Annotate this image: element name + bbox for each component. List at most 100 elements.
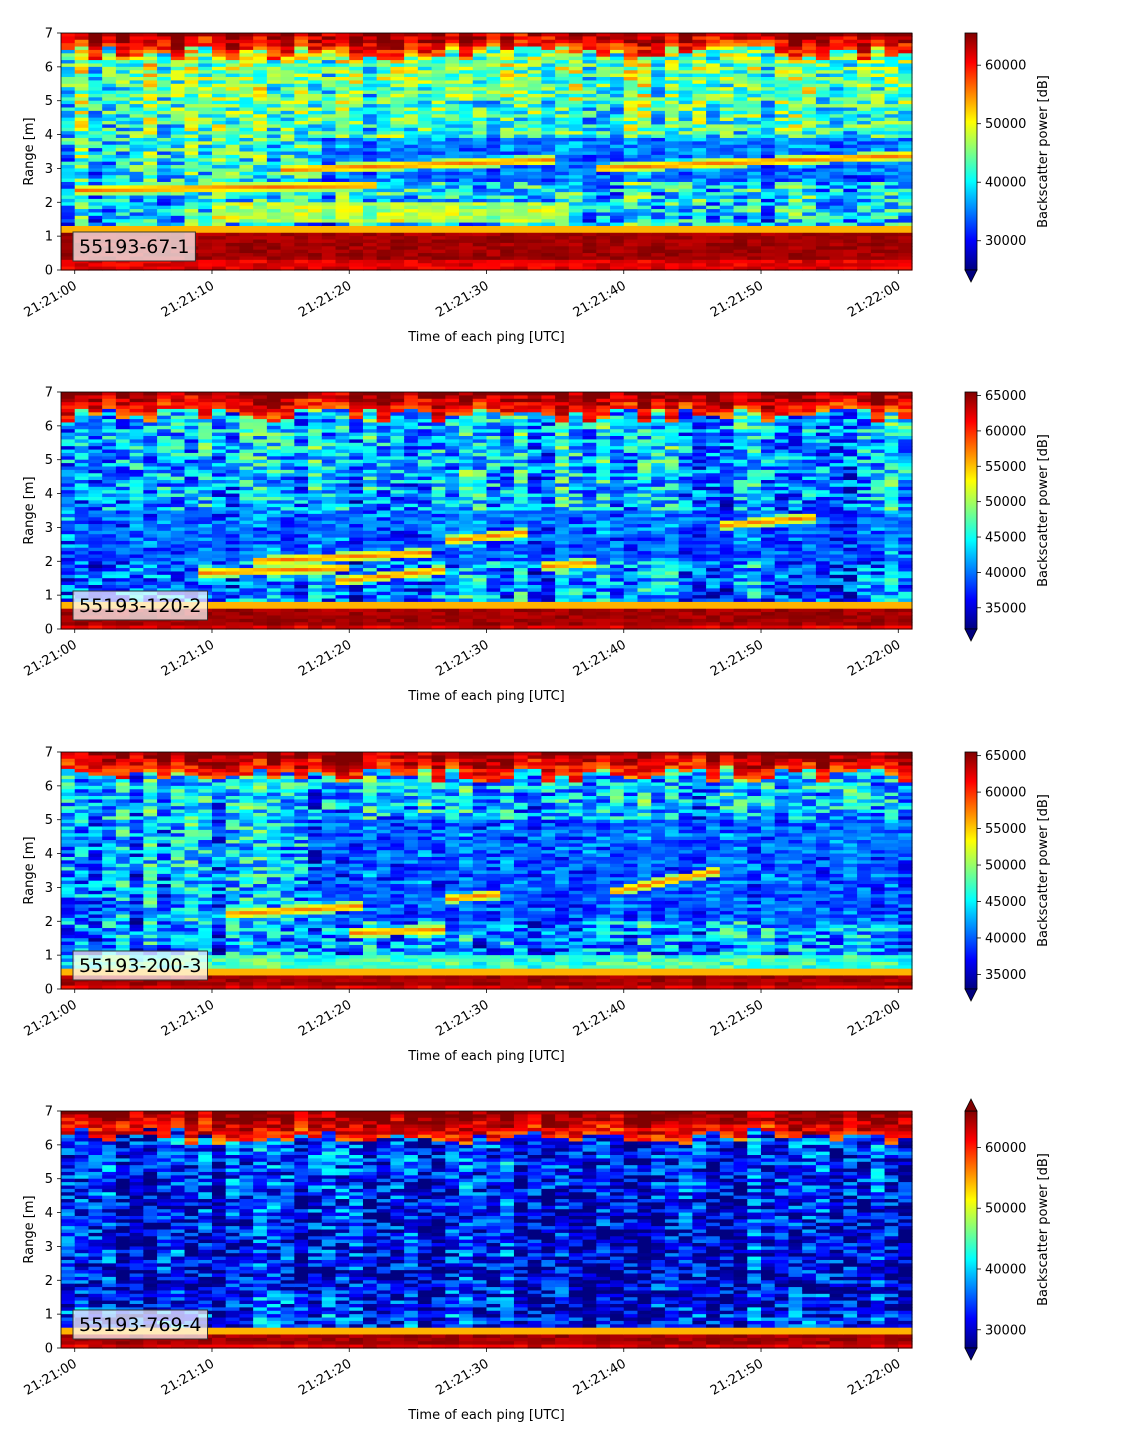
heatmap-cell: [706, 131, 721, 136]
heatmap-cell: [417, 70, 433, 75]
heatmap-cell: [198, 188, 213, 193]
heatmap-cell: [362, 121, 378, 126]
heatmap-cell: [678, 39, 693, 44]
heatmap-cell: [541, 165, 556, 170]
heatmap-cell: [445, 219, 460, 224]
heatmap-cell: [239, 215, 254, 220]
heatmap-cell: [115, 117, 131, 122]
heatmap-cell: [486, 77, 501, 81]
heatmap-cell: [596, 158, 611, 163]
heatmap-cell: [651, 158, 666, 163]
heatmap-cell: [74, 171, 90, 176]
heatmap-cell: [239, 90, 254, 95]
heatmap-cell: [651, 249, 666, 254]
heatmap-cell: [678, 161, 693, 166]
heatmap-cell: [486, 195, 501, 200]
heatmap-cell: [431, 144, 446, 149]
heatmap-cell: [184, 148, 199, 153]
heatmap-cell: [610, 63, 625, 68]
heatmap-cell: [280, 43, 295, 48]
heatmap-cell: [431, 93, 446, 98]
heatmap-cell: [74, 215, 90, 220]
heatmap-cell: [143, 266, 158, 271]
heatmap-cell: [431, 100, 446, 105]
heatmap-cell: [582, 80, 597, 85]
heatmap-cell: [157, 49, 172, 54]
heatmap-cell: [582, 249, 597, 254]
heatmap-cell: [582, 131, 597, 136]
heatmap-cell: [170, 33, 186, 37]
heatmap-cell: [61, 225, 76, 230]
heatmap-cell: [596, 107, 611, 112]
heatmap-cell: [74, 181, 90, 186]
heatmap-cell: [541, 117, 556, 122]
heatmap-cell: [500, 43, 515, 48]
heatmap-cell: [143, 137, 158, 142]
heatmap-cell: [294, 219, 309, 224]
heatmap-cell: [143, 39, 158, 44]
heatmap-cell: [582, 83, 597, 88]
heatmap-cell: [568, 56, 584, 61]
heatmap-cell: [170, 198, 186, 203]
heatmap-cell: [376, 110, 392, 115]
heatmap-cell: [404, 249, 419, 254]
heatmap-cell: [623, 33, 639, 37]
heatmap-cell: [157, 33, 172, 37]
heatmap-cell: [623, 127, 639, 132]
heatmap-cell: [692, 178, 707, 183]
heatmap-cell: [157, 151, 172, 156]
heatmap-cell: [376, 225, 392, 230]
heatmap-cell: [637, 53, 652, 58]
heatmap-cell: [362, 49, 378, 54]
heatmap-cell: [500, 110, 515, 115]
heatmap-cell: [211, 263, 227, 268]
heatmap-cell: [472, 110, 488, 115]
heatmap-cell: [102, 144, 117, 149]
heatmap-cell: [143, 131, 158, 136]
heatmap-cell: [225, 33, 241, 37]
heatmap-cell: [678, 83, 693, 88]
heatmap-cell: [568, 77, 584, 81]
heatmap-cell: [692, 242, 707, 247]
heatmap-cell: [623, 43, 639, 48]
heatmap-cell: [376, 70, 392, 75]
heatmap-cell: [555, 137, 570, 142]
heatmap-cell: [431, 253, 446, 258]
heatmap-cell: [239, 80, 254, 85]
heatmap-cell: [555, 39, 570, 44]
heatmap-cell: [349, 168, 364, 173]
heatmap-cell: [472, 181, 488, 186]
heatmap-cell: [431, 73, 446, 78]
heatmap-cell: [335, 239, 350, 244]
heatmap-cell: [74, 93, 90, 98]
heatmap-cell: [74, 161, 90, 166]
heatmap-cell: [129, 158, 144, 163]
heatmap-cell: [610, 219, 625, 224]
heatmap-cell: [143, 77, 158, 81]
heatmap-cell: [184, 121, 199, 126]
heatmap-cell: [308, 263, 323, 268]
heatmap-cell: [362, 165, 378, 170]
heatmap-cell: [500, 107, 515, 112]
heatmap-cell: [376, 131, 392, 136]
heatmap-cell: [239, 198, 254, 203]
heatmap-cell: [184, 56, 199, 61]
heatmap-cell: [308, 242, 323, 247]
heatmap-cell: [664, 46, 680, 51]
heatmap-cell: [678, 158, 693, 163]
heatmap-cell: [335, 134, 350, 139]
heatmap-cell: [664, 117, 680, 122]
heatmap-cell: [390, 110, 405, 115]
heatmap-cell: [445, 151, 460, 156]
heatmap-cell: [568, 253, 584, 258]
heatmap-cell: [568, 87, 584, 92]
heatmap-cell: [266, 236, 282, 241]
heatmap-cell: [349, 202, 364, 207]
heatmap-cell: [349, 46, 364, 51]
heatmap-cell: [211, 209, 227, 214]
heatmap-cell: [513, 110, 529, 115]
heatmap-cell: [664, 165, 680, 170]
heatmap-cell: [582, 239, 597, 244]
heatmap-cell: [129, 43, 144, 48]
heatmap-cell: [404, 181, 419, 186]
